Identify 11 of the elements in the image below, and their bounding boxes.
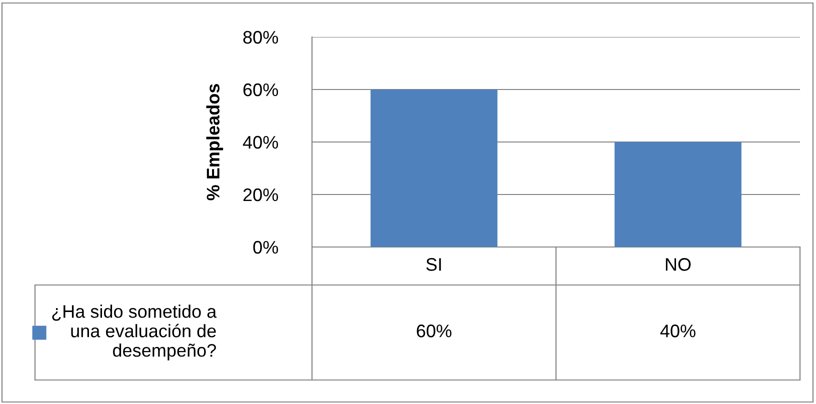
x-tick-label: NO [666, 258, 691, 271]
y-tick-label: 20% [243, 188, 278, 202]
data-label: 40% [660, 324, 696, 338]
y-tick-label: 60% [243, 83, 278, 96]
x-tick-label: SI [426, 258, 441, 271]
y-tick-label: 40% [242, 136, 278, 149]
data-label: 60% [416, 324, 452, 338]
legend-label: ¿Ha sido sometido a una evaluación de desempeño? [52, 304, 217, 360]
y-tick-label: 0% [253, 240, 278, 254]
y-axis-title: % Empleados [206, 84, 224, 200]
y-tick-label: 80% [243, 30, 278, 44]
